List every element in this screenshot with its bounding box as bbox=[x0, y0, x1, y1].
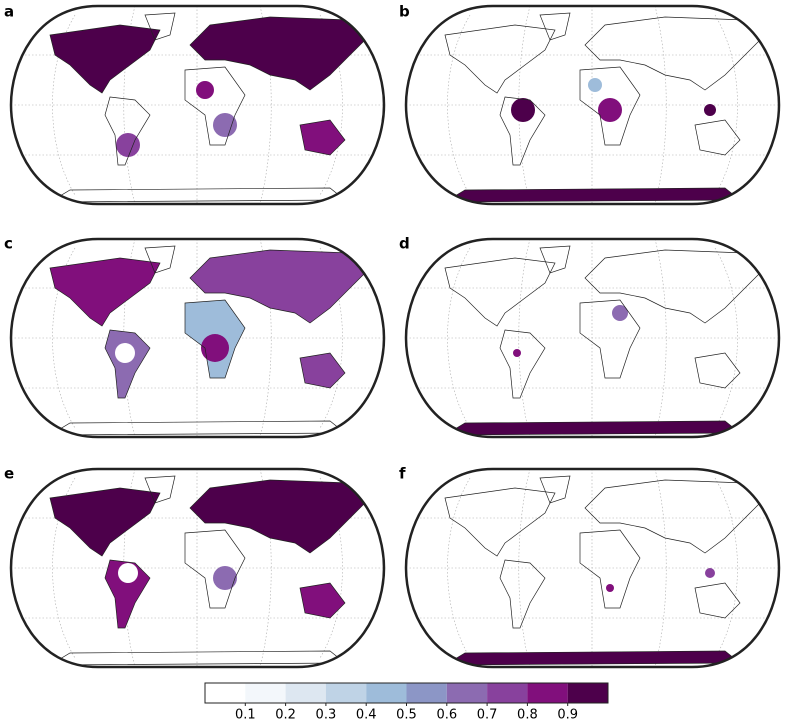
panel-label: e bbox=[4, 465, 14, 483]
colorbar-tick-label: 0.7 bbox=[477, 708, 498, 722]
colorbar-swatch bbox=[446, 683, 488, 703]
panel-label: d bbox=[399, 235, 410, 253]
panel-label: b bbox=[399, 3, 410, 21]
colorbar-tick-label: 0.8 bbox=[517, 708, 538, 722]
colorbar-tick-label: 0.6 bbox=[436, 708, 457, 722]
panel-label: a bbox=[4, 3, 14, 21]
colorbar-swatch bbox=[245, 683, 286, 703]
colorbar-swatch bbox=[325, 683, 367, 703]
colorbar-tick-label: 0.2 bbox=[275, 708, 296, 722]
map bbox=[9, 237, 386, 439]
map bbox=[9, 467, 386, 669]
colorbar-swatch bbox=[527, 683, 568, 703]
panel-label: c bbox=[4, 235, 13, 253]
colorbar-tick-label: 0.9 bbox=[557, 708, 578, 722]
colorbar-swatch bbox=[406, 683, 447, 703]
map bbox=[404, 4, 781, 206]
map bbox=[404, 467, 781, 669]
colorbar-swatch bbox=[487, 683, 528, 703]
colorbar-tick-label: 0.4 bbox=[356, 708, 377, 722]
map bbox=[9, 4, 386, 206]
colorbar-swatch bbox=[366, 683, 407, 703]
colorbar-tick-label: 0.3 bbox=[316, 708, 337, 722]
colorbar-swatch bbox=[285, 683, 326, 703]
map bbox=[404, 237, 781, 439]
colorbar: 0.1 0.2 0.3 0.4 0.5 0.6 0.7 0.8 0.9 bbox=[204, 682, 609, 723]
colorbar-swatch bbox=[205, 683, 246, 703]
colorbar-tick-label: 0.5 bbox=[396, 708, 417, 722]
colorbar-swatch bbox=[567, 683, 608, 703]
colorbar-tick-label: 0.1 bbox=[235, 708, 256, 722]
panel-label: f bbox=[399, 465, 406, 483]
